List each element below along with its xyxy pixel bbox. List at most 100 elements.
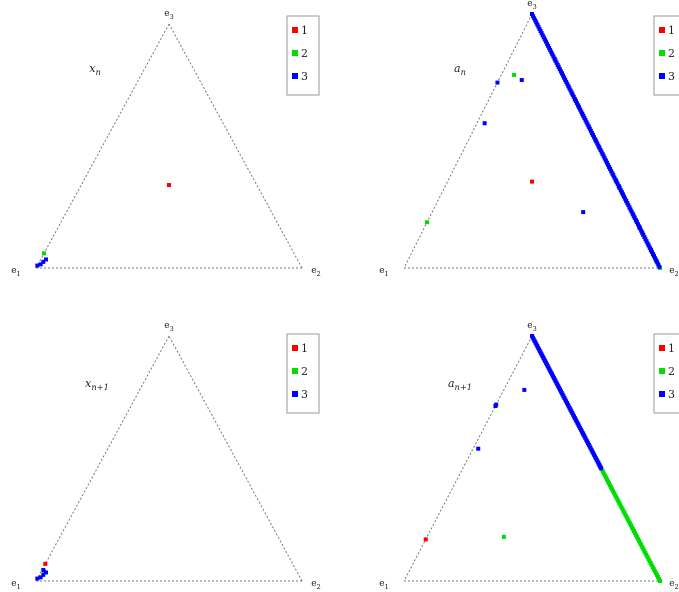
simplex-panel-x-n-plus-1: e1 e2 e3 xn+1 1 2 3 [11, 321, 321, 591]
data-point-series-3 [628, 207, 633, 212]
data-point-series-3 [602, 156, 607, 161]
data-point-series-3 [581, 210, 586, 215]
data-point-series-3 [578, 107, 583, 112]
data-point-series-2 [41, 251, 46, 256]
data-point-series-3 [635, 222, 640, 227]
data-point-series-3 [616, 184, 621, 189]
data-point-series-3 [574, 101, 579, 106]
legend-swatch-1 [659, 27, 665, 33]
legend-label-3: 3 [301, 388, 308, 401]
data-point-series-3 [596, 143, 601, 148]
data-point-series-3 [543, 39, 548, 44]
data-point-series-3 [607, 164, 612, 169]
data-point-series-3 [605, 162, 610, 167]
data-point-series-3 [530, 12, 534, 16]
data-point-series-3 [559, 71, 564, 76]
data-point-series-3 [554, 60, 559, 65]
vertex-label-left: e1 [11, 579, 21, 591]
data-point-series-3 [585, 122, 590, 127]
data-point-series-3 [476, 446, 481, 451]
vertex-label-right: e2 [311, 579, 321, 591]
data-point-series-3 [627, 205, 632, 210]
data-point-series-3 [531, 14, 536, 19]
data-point-series-3 [582, 116, 587, 121]
data-point-series-3 [622, 194, 627, 199]
data-point-series-3 [562, 75, 567, 80]
data-point-series-3 [591, 133, 595, 138]
data-point-series-3 [656, 262, 661, 267]
data-point-series-3 [561, 73, 566, 78]
data-point-series-3 [35, 263, 40, 268]
legend-swatch-3 [292, 73, 298, 79]
vertex-label-right: e2 [669, 266, 679, 278]
data-point-series-3 [547, 45, 552, 50]
data-point-series-3 [647, 245, 652, 250]
data-point-series-3 [548, 48, 553, 53]
data-point-series-3 [579, 109, 584, 114]
legend-label-1: 1 [301, 24, 308, 37]
data-point-series-3 [623, 196, 628, 201]
data-point-series-3 [482, 121, 487, 126]
data-point-series-3 [650, 251, 655, 256]
data-point-series-1 [43, 561, 48, 566]
data-point-series-3 [38, 262, 43, 267]
simplex-panel-x-n: e1 e2 e3 xn 1 2 3 [11, 9, 321, 278]
legend-label-1: 1 [301, 342, 308, 355]
data-point-series-3 [652, 254, 657, 259]
data-point-series-3 [611, 173, 616, 178]
legend-label-1: 1 [668, 342, 675, 355]
vertex-label-right: e2 [669, 579, 679, 591]
data-point-series-2 [512, 72, 517, 77]
data-point-series-3 [493, 404, 498, 408]
data-point-series-3 [556, 65, 561, 70]
data-point-series-1 [167, 183, 171, 188]
data-point-series-3 [642, 235, 647, 239]
data-point-series-3 [551, 54, 556, 59]
legend-swatch-3 [659, 391, 665, 397]
data-point-series-3 [594, 139, 599, 144]
data-point-series-3 [588, 128, 593, 133]
data-point-series-3 [539, 31, 544, 36]
simplex-panel-a-n: e1 e2 e3 an 1 2 3 [379, 0, 679, 278]
data-point-series-3 [620, 192, 625, 197]
data-point-series-3 [552, 56, 557, 61]
data-point-series-3 [598, 147, 603, 152]
data-point-series-3 [655, 260, 660, 265]
data-point-series-3 [555, 62, 560, 67]
data-point-series-3 [43, 570, 48, 575]
data-point-series-3 [599, 150, 604, 155]
data-point-series-3 [583, 118, 588, 123]
data-point-series-3 [564, 79, 569, 84]
simplex-edge-e2-e3 [168, 23, 303, 269]
data-point-series-2 [658, 579, 662, 583]
data-point-series-3 [641, 232, 646, 237]
data-point-series-1 [530, 179, 534, 184]
data-point-series-3 [540, 33, 545, 38]
data-point-series-3 [38, 575, 43, 580]
data-point-series-3 [558, 69, 563, 74]
data-point-series-3 [612, 175, 617, 180]
data-point-series-3 [638, 226, 643, 231]
data-point-series-3 [41, 259, 46, 264]
data-point-series-3 [629, 209, 634, 214]
legend-box [653, 333, 679, 414]
data-point-series-3 [557, 67, 562, 72]
data-point-series-3 [567, 86, 572, 91]
data-point-series-2 [501, 534, 506, 539]
data-point-series-3 [549, 50, 554, 55]
panel-label: an+1 [448, 377, 472, 392]
data-point-series-3 [599, 466, 604, 471]
simplex-edge-e3-e1 [35, 23, 170, 269]
data-point-series-3 [610, 171, 615, 176]
vertex-label-left: e1 [379, 266, 389, 278]
simplex-edge-e3-e1 [35, 335, 170, 582]
data-point-series-3 [43, 257, 48, 262]
data-point-series-3 [589, 130, 594, 135]
data-point-series-3 [653, 256, 658, 261]
legend-label-3: 3 [668, 70, 675, 83]
data-point-series-3 [541, 35, 546, 40]
vertex-label-left: e1 [379, 579, 389, 591]
data-point-series-3 [519, 78, 524, 83]
data-point-series-3 [532, 16, 537, 21]
